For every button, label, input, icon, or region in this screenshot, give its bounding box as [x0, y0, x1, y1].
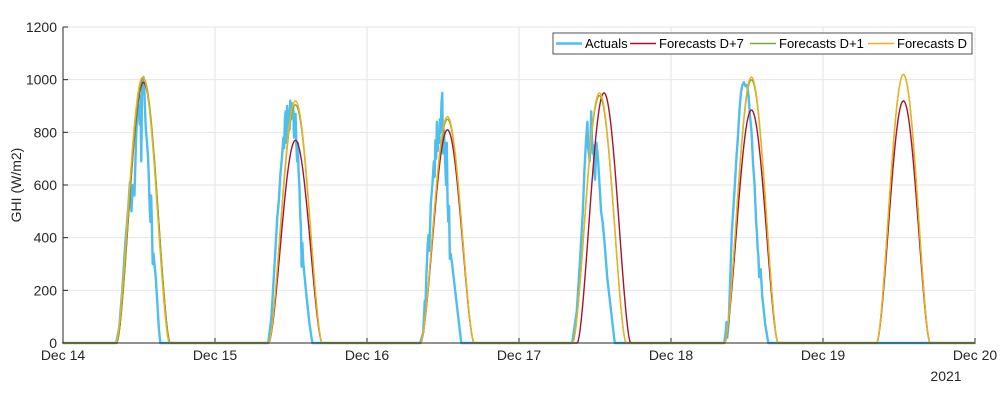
y-tick-label: 600 — [34, 177, 58, 193]
y-tick-label: 0 — [49, 335, 57, 351]
y-tick-label: 1200 — [26, 19, 57, 35]
x-tick-label: Dec 17 — [497, 347, 542, 363]
x-tick-labels: Dec 14 Dec 15 Dec 16 Dec 17 Dec 18 Dec 19 Dec … — [41, 347, 998, 363]
year-label: 2021 — [930, 368, 961, 384]
legend-label: Actuals — [585, 36, 628, 51]
x-tick-label: Dec 14 — [41, 347, 86, 363]
legend-label: Forecasts D+7 — [659, 36, 744, 51]
x-tick-label: Dec 20 — [953, 347, 998, 363]
y-tick-label: 1000 — [26, 72, 57, 88]
y-tick-label: 200 — [34, 282, 58, 298]
series-line-actuals — [61, 75, 977, 345]
legend: Actuals Forecasts D+7 Forecasts D+1 Forecas… — [552, 32, 973, 55]
x-tick-label: Dec 15 — [193, 347, 238, 363]
x-tick-label: Dec 16 — [345, 347, 390, 363]
x-tick-label: Dec 19 — [801, 347, 846, 363]
y-axis-label: GHI (W/m2) — [8, 148, 24, 223]
x-tick-label: Dec 18 — [649, 347, 694, 363]
y-tick-labels: 0 200 400 600 800 1000 1200 — [26, 19, 57, 351]
legend-label: Forecasts D+1 — [779, 36, 864, 51]
y-tick-label: 400 — [34, 230, 58, 246]
grid — [62, 26, 976, 344]
legend-label: Forecasts D — [897, 36, 967, 51]
y-tick-label: 800 — [34, 124, 58, 140]
axes — [62, 27, 975, 344]
